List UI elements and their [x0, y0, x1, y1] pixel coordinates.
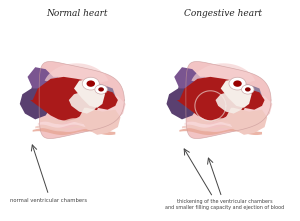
Ellipse shape	[98, 87, 104, 91]
Ellipse shape	[86, 80, 95, 87]
Polygon shape	[39, 61, 124, 139]
Ellipse shape	[82, 77, 99, 90]
Polygon shape	[191, 63, 255, 88]
Polygon shape	[184, 122, 257, 128]
Polygon shape	[226, 108, 267, 135]
Polygon shape	[182, 125, 260, 131]
Polygon shape	[45, 63, 109, 88]
Polygon shape	[167, 73, 203, 119]
Polygon shape	[79, 81, 115, 104]
Polygon shape	[242, 94, 272, 127]
Polygon shape	[40, 118, 108, 124]
Ellipse shape	[233, 80, 242, 87]
Ellipse shape	[229, 77, 246, 90]
Polygon shape	[38, 122, 110, 128]
Polygon shape	[33, 128, 115, 135]
Ellipse shape	[245, 87, 251, 91]
Polygon shape	[174, 67, 205, 88]
Polygon shape	[82, 85, 118, 110]
Ellipse shape	[95, 85, 107, 94]
Polygon shape	[30, 77, 102, 121]
Text: Normal heart: Normal heart	[46, 10, 107, 19]
Polygon shape	[179, 128, 262, 135]
Polygon shape	[221, 79, 252, 108]
Text: Congestive heart: Congestive heart	[184, 10, 262, 19]
Polygon shape	[187, 118, 254, 124]
Polygon shape	[69, 90, 100, 114]
Polygon shape	[177, 77, 249, 121]
Polygon shape	[186, 61, 271, 139]
Polygon shape	[226, 81, 262, 104]
Polygon shape	[20, 73, 56, 119]
Polygon shape	[74, 79, 105, 108]
Text: thickening of the ventricular chambers
and smaller filling capacity and ejection: thickening of the ventricular chambers a…	[165, 199, 284, 210]
Polygon shape	[35, 125, 113, 131]
Polygon shape	[229, 85, 265, 110]
Polygon shape	[79, 108, 121, 135]
Polygon shape	[215, 90, 247, 114]
Ellipse shape	[242, 85, 254, 94]
Polygon shape	[28, 67, 58, 88]
Text: normal ventricular chambers: normal ventricular chambers	[10, 198, 87, 203]
Polygon shape	[95, 94, 126, 127]
